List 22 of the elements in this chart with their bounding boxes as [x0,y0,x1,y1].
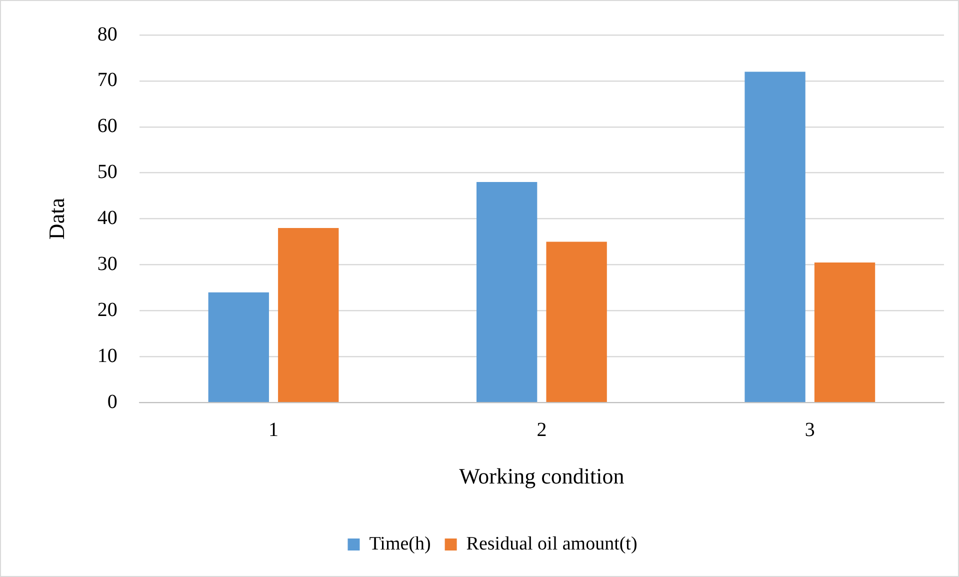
x-tick-label: 3 [804,418,815,441]
bar [744,72,806,402]
y-axis-title: Data [44,198,69,240]
y-tick-label: 0 [107,390,118,413]
bar [278,228,339,402]
bar [546,242,607,402]
legend-label: Residual oil amount(t) [466,533,638,554]
bar [814,262,876,402]
y-tick-label: 20 [97,298,118,321]
bar [208,292,269,402]
x-tick-label: 2 [536,418,547,441]
x-tick-label: 1 [268,418,278,441]
y-tick-label: 10 [97,344,118,367]
x-axis-title: Working condition [459,464,624,489]
y-tick-label: 50 [97,161,118,184]
y-tick-label: 70 [97,69,118,92]
y-tick-label: 60 [97,115,118,138]
bar [476,182,538,402]
y-tick-label: 40 [97,207,118,230]
y-tick-label: 80 [97,23,118,46]
y-tick-label: 30 [97,253,118,275]
legend-label: Time(h) [369,533,431,554]
